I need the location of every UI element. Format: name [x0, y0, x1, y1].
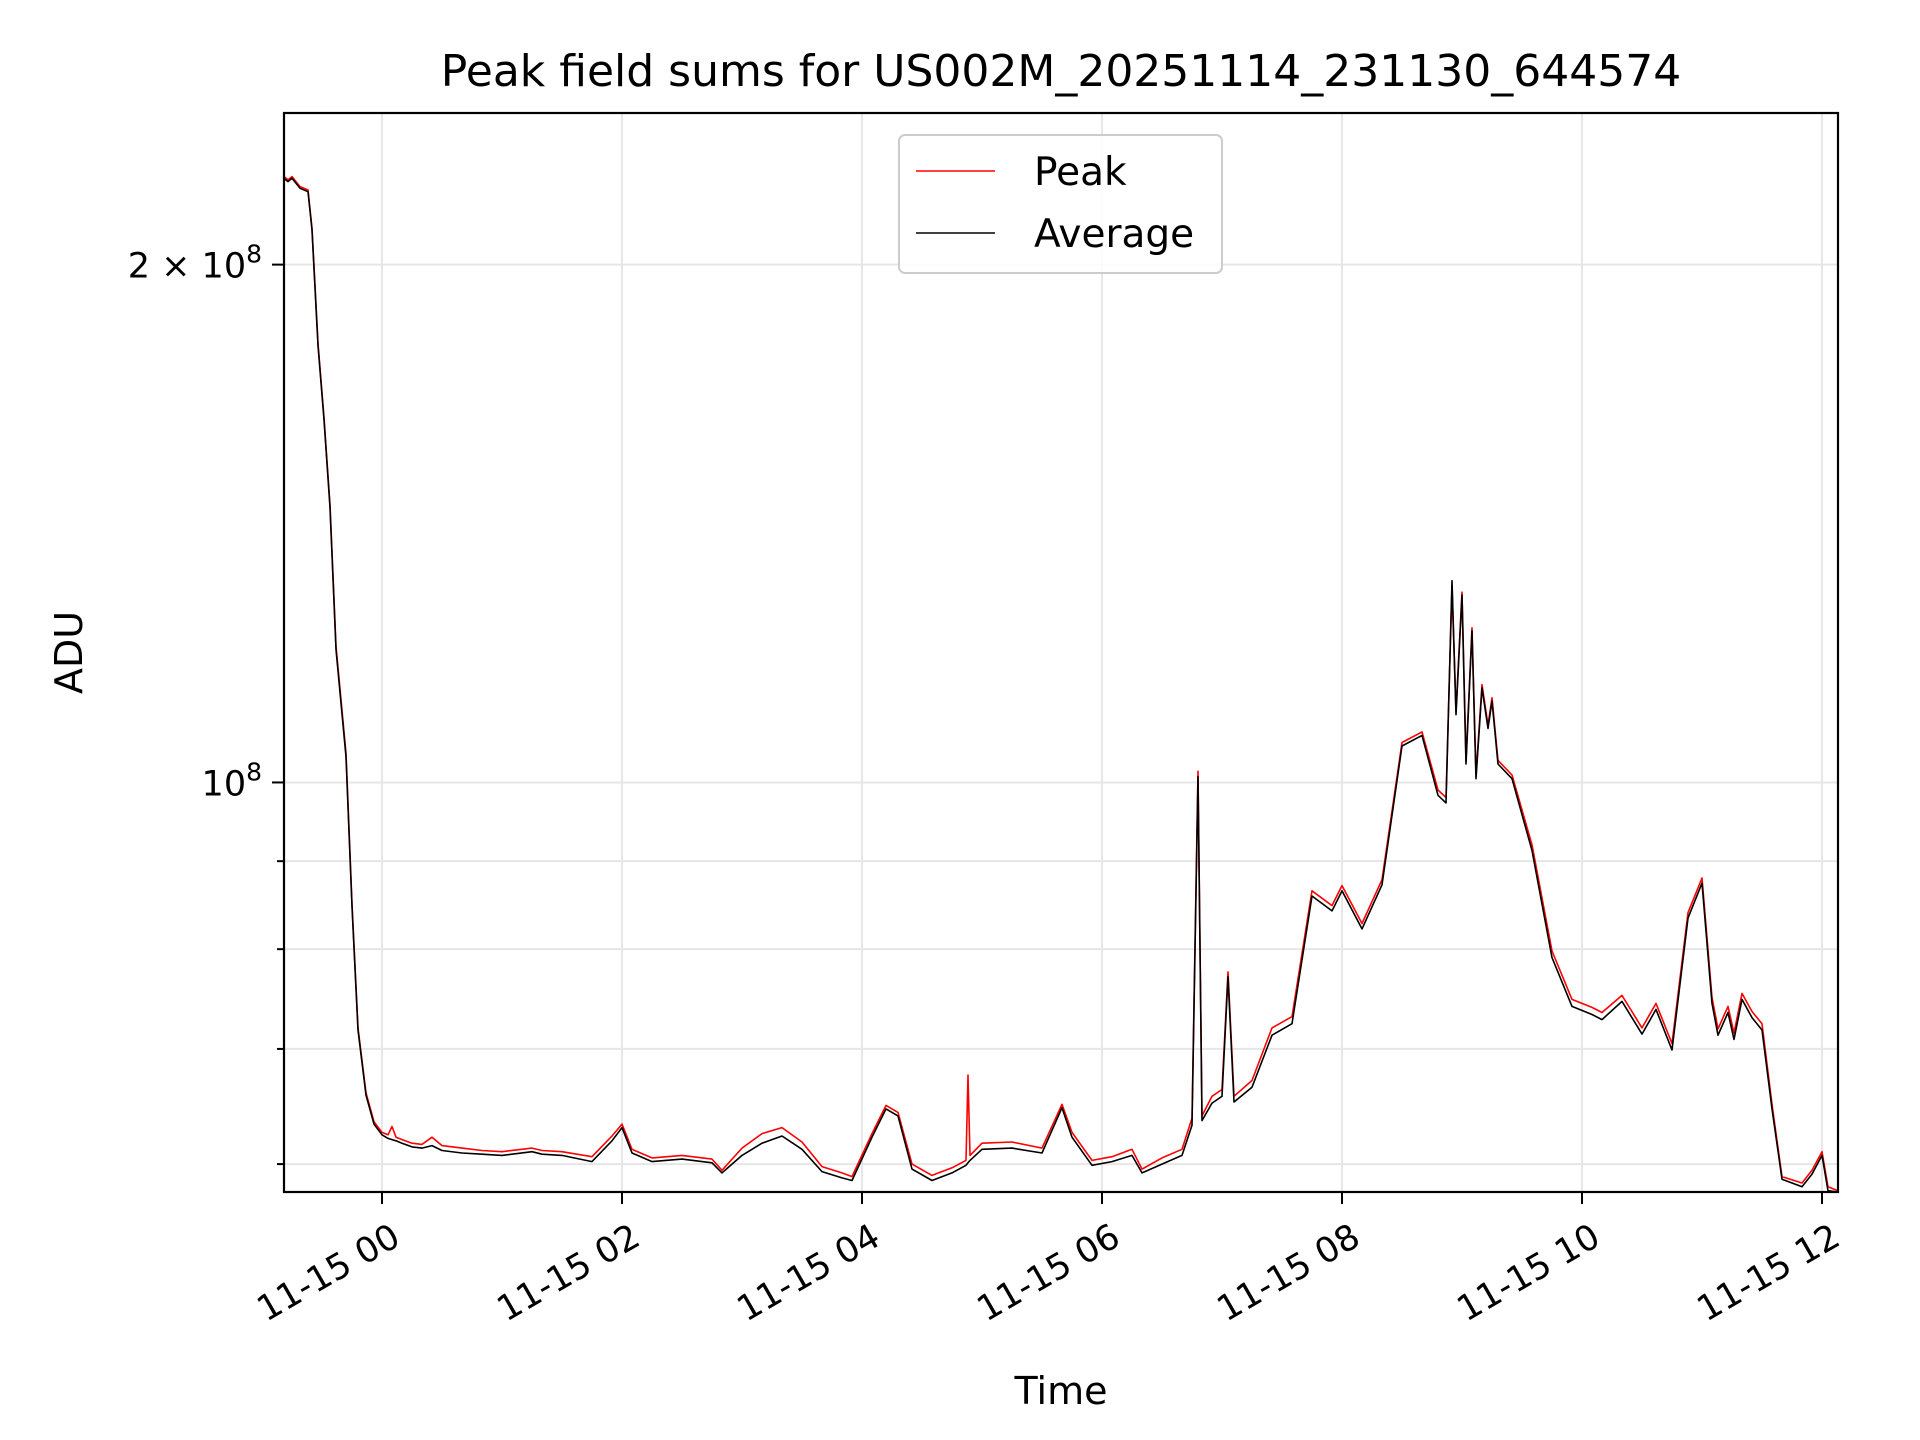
legend-label-peak: Peak [1034, 150, 1127, 195]
y-axis-label: ADU [47, 611, 91, 694]
x-axis-label: Time [1014, 1369, 1108, 1413]
y-tick-label: 108 [202, 757, 262, 804]
series-line-peak [284, 175, 1838, 1192]
grid [284, 113, 1838, 1192]
plot-frame [282, 111, 1840, 1194]
series-lines [284, 175, 1838, 1192]
y-tick-label: 2 × 108 [128, 240, 262, 287]
legend-box [898, 134, 1223, 274]
legend-label-average: Average [1034, 212, 1194, 257]
chart-title: Peak field sums for US002M_20251114_2311… [441, 46, 1681, 97]
series-line-average [284, 177, 1838, 1192]
legend: Peak Average [898, 134, 1223, 274]
